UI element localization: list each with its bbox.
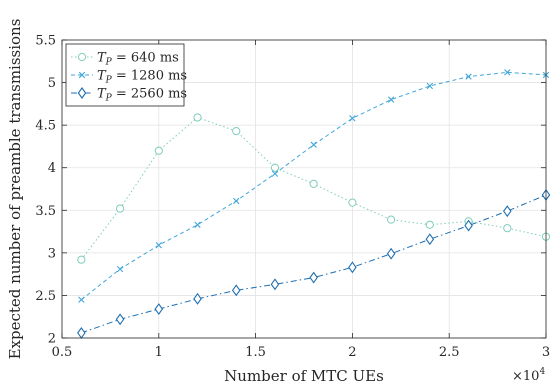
- data-point: [387, 215, 396, 224]
- data-point: [425, 220, 434, 229]
- data-point: [504, 69, 511, 76]
- data-point: [270, 278, 280, 291]
- data-point: [193, 292, 202, 305]
- data-point: [193, 113, 202, 122]
- data-point: [271, 170, 279, 177]
- data-point: [233, 197, 240, 205]
- y-tick-label: 4: [48, 161, 56, 176]
- x-tick-label: 1.5: [245, 345, 266, 360]
- data-point: [387, 96, 395, 103]
- legend-marker: [77, 52, 87, 62]
- legend-item: TP = 1280 ms: [71, 69, 187, 86]
- data-point: [155, 242, 162, 249]
- data-point: [154, 146, 163, 155]
- x-axis-label: Number of MTC UEs: [224, 367, 384, 385]
- y-tick-label: 5: [48, 76, 56, 91]
- data-point: [78, 296, 85, 303]
- x-tick-label: 2.5: [439, 345, 460, 360]
- data-point: [348, 198, 357, 207]
- data-point: [503, 205, 512, 218]
- x-tick-label: 3: [542, 345, 550, 360]
- series-diamond: [77, 189, 551, 339]
- data-point: [309, 179, 318, 188]
- data-point: [310, 141, 317, 148]
- legend-item: TP = 2560 ms: [71, 87, 187, 104]
- data-point: [231, 284, 241, 297]
- data-point: [77, 255, 86, 264]
- y-tick-label: 2.5: [35, 289, 56, 304]
- data-point: [503, 224, 512, 233]
- data-point: [270, 163, 280, 172]
- axis-ticks: 0.5 1 1.5 2 2.5 3 2 2.5 3 3.5 4 4.5 5 5.5: [35, 34, 550, 361]
- data-point: [465, 73, 472, 80]
- y-tick-label: 4.5: [35, 119, 56, 134]
- legend-marker: [78, 71, 86, 79]
- data-point: [116, 265, 124, 273]
- data-point: [115, 313, 125, 326]
- legend-label: TP = 2560 ms: [97, 87, 187, 104]
- data-point: [464, 219, 473, 232]
- y-tick-label: 3: [48, 246, 56, 261]
- legend-label: TP = 1280 ms: [97, 69, 187, 86]
- x-tick-label: 0.5: [52, 345, 73, 360]
- data-point: [425, 233, 435, 246]
- legend-marker: [77, 87, 87, 99]
- y-tick-label: 5.5: [35, 34, 56, 49]
- legend-item: TP = 640 ms: [71, 51, 179, 68]
- x-axis-exponent-power: 4: [539, 367, 545, 377]
- y-axis-label: Expected number of preamble transmission…: [6, 19, 24, 360]
- data-point: [194, 221, 201, 228]
- y-tick-label: 3.5: [35, 204, 56, 219]
- data-point: [115, 204, 125, 213]
- x-axis-exponent-base: ×10: [512, 369, 539, 384]
- data-point: [349, 115, 356, 122]
- data-point: [426, 82, 434, 90]
- x-tick-label: 2: [348, 345, 356, 360]
- y-tick-label: 2: [48, 332, 56, 347]
- series-x: [78, 69, 550, 303]
- data-point: [232, 127, 241, 136]
- plot-frame: [61, 39, 547, 339]
- x-tick-label: 1: [155, 345, 163, 360]
- x-axis-exponent: ×104: [512, 367, 545, 384]
- data-point: [309, 271, 318, 284]
- data-point: [386, 247, 396, 260]
- data-point: [154, 303, 164, 315]
- legend-label: TP = 640 ms: [97, 51, 179, 68]
- plot-series: [77, 69, 551, 339]
- data-point: [348, 261, 357, 274]
